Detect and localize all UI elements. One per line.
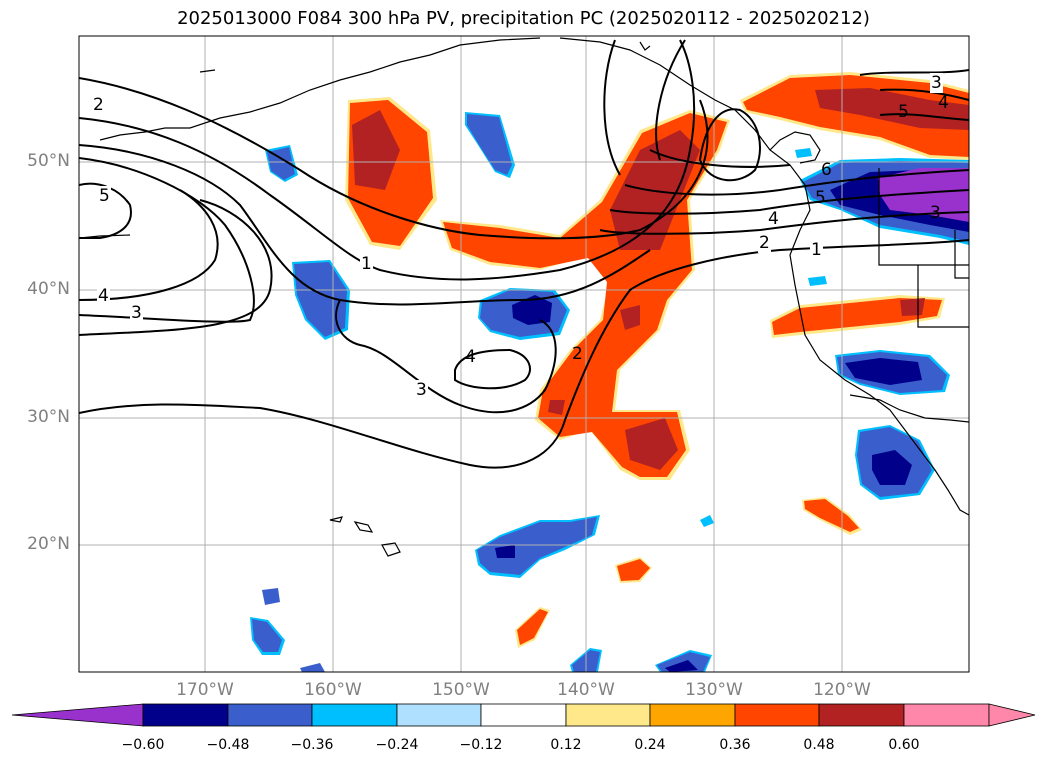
colorbar-cell <box>649 703 736 727</box>
colorbar-extend-low <box>11 703 144 727</box>
contour-label: 2 <box>758 233 771 253</box>
colorbar-tick: −0.60 <box>121 737 165 753</box>
contour-label: 2 <box>572 344 583 364</box>
contour-label: 2 <box>92 95 105 115</box>
map-title: 2025013000 F084 300 hPa PV, precipitatio… <box>177 8 870 29</box>
colorbar-cell <box>142 703 229 727</box>
colorbar-cell <box>480 703 567 727</box>
contour-label: 4 <box>938 93 949 113</box>
colorbar-cell <box>396 703 482 727</box>
contour-label: 4 <box>97 286 110 306</box>
contour-label: 3 <box>930 73 943 93</box>
positive-anomaly-shading <box>345 72 969 648</box>
contour-label: 4 <box>768 209 779 229</box>
contour-label: 3 <box>415 380 428 400</box>
colorbar-tick: −0.24 <box>375 737 419 753</box>
colorbar-tick: 0.36 <box>719 737 751 753</box>
lon-label-160w: 160°W <box>304 680 362 700</box>
graticule <box>79 36 969 672</box>
contour-label: 3 <box>930 203 941 223</box>
contour-label: 4 <box>465 347 476 367</box>
lon-label-170w: 170°W <box>176 680 234 700</box>
colorbar-extend-high <box>988 703 1036 727</box>
colorbar-tick: −0.48 <box>206 737 250 753</box>
colorbar-cell <box>227 703 313 727</box>
contour-label: 1 <box>360 254 373 274</box>
colorbar <box>11 703 1036 727</box>
lat-label-50n: 50°N <box>27 151 70 171</box>
lat-label-20n: 20°N <box>27 534 70 554</box>
colorbar-cell <box>818 703 905 727</box>
contour-label: 5 <box>98 186 111 206</box>
pv-contours <box>79 39 969 469</box>
colorbar-tick: 0.12 <box>550 737 582 753</box>
colorbar-tick: −0.12 <box>459 737 503 753</box>
contour-label: 6 <box>821 160 832 180</box>
contour-label: 1 <box>810 240 823 260</box>
lat-label-40n: 40°N <box>27 279 70 299</box>
contour-label: 3 <box>130 303 143 323</box>
lon-label-130w: 130°W <box>685 680 743 700</box>
lat-label-30n: 30°N <box>27 407 70 427</box>
lon-label-140w: 140°W <box>557 680 615 700</box>
colorbar-cell <box>734 703 820 727</box>
colorbar-tick: 0.48 <box>803 737 835 753</box>
lon-label-120w: 120°W <box>813 680 871 700</box>
colorbar-tick: −0.36 <box>290 737 334 753</box>
colorbar-cell <box>903 703 990 727</box>
colorbar-tick: 0.24 <box>634 737 666 753</box>
contour-label: 5 <box>898 102 909 122</box>
lon-label-150w: 150°W <box>432 680 490 700</box>
plot-frame <box>78 35 970 673</box>
colorbar-cell <box>565 703 651 727</box>
coastlines <box>79 37 969 557</box>
contour-label: 5 <box>815 188 826 208</box>
colorbar-cell <box>311 703 398 727</box>
colorbar-tick: 0.60 <box>888 737 920 753</box>
